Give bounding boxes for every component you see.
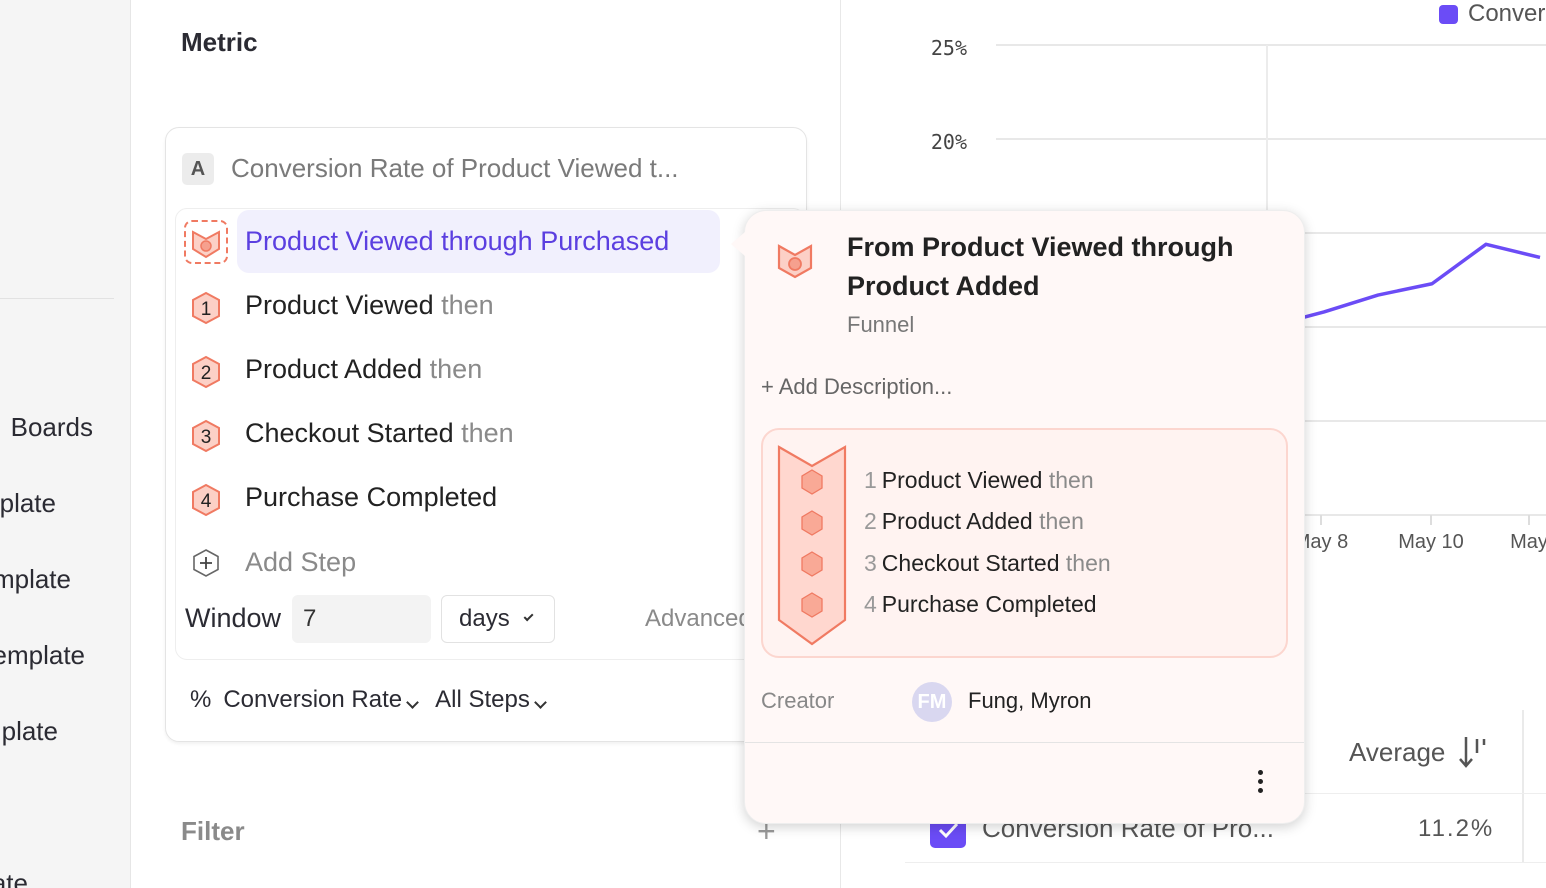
metric-name[interactable]: Conversion Rate of Product Viewed t...	[231, 153, 679, 183]
step-number-icon: 3	[190, 419, 222, 453]
funnel-icon	[184, 220, 228, 264]
step-number: 1	[864, 467, 877, 493]
step-number: 3	[864, 550, 877, 576]
step-suffix: then	[1048, 467, 1094, 493]
sidebar-item-template-1[interactable]: plate	[0, 488, 56, 518]
metric-section-title: Metric	[181, 27, 258, 57]
more-options-icon[interactable]	[1252, 770, 1268, 800]
legend-swatch	[1439, 4, 1458, 24]
legend-label: Conver	[1468, 0, 1546, 27]
step-number-icon: 4	[190, 483, 222, 517]
sort-descending-icon	[1459, 737, 1486, 768]
measure-row: % Conversion Rate All Steps	[190, 686, 551, 714]
step-suffix: then	[1065, 550, 1111, 576]
popover-steps-card	[761, 428, 1288, 658]
avatar: FM	[912, 682, 952, 722]
funnel-step[interactable]: Product Added then	[245, 354, 482, 385]
y-tick-label: 20%	[931, 130, 967, 154]
step-name: Purchase Completed	[245, 482, 498, 512]
popover-step: 4 Purchase Completed	[864, 591, 1097, 618]
window-unit-select[interactable]: days	[441, 595, 555, 643]
sidebar-item-template-3[interactable]: emplate	[0, 640, 85, 670]
funnel-steps-icon	[776, 444, 848, 653]
metric-letter-badge: A	[182, 153, 214, 185]
step-name: Checkout Started	[245, 418, 454, 448]
svg-text:3: 3	[201, 427, 212, 448]
funnel-step[interactable]: Checkout Started then	[245, 418, 514, 449]
popover-step: 3 Checkout Started then	[864, 550, 1111, 577]
funnel-step[interactable]: Product Viewed then	[245, 290, 494, 321]
percent-icon: %	[190, 686, 212, 713]
creator-label: Creator	[761, 688, 835, 713]
popover-arrow	[731, 232, 745, 256]
funnel-step[interactable]: Purchase Completed	[245, 482, 497, 513]
sidebar-item-boards[interactable]: Boards	[10, 412, 93, 442]
step-name: Product Added	[881, 508, 1033, 534]
selected-funnel-row[interactable]	[237, 210, 720, 273]
measure-select[interactable]: Conversion Rate	[223, 686, 423, 714]
sidebar-item-template-5[interactable]: ate	[0, 868, 28, 888]
filter-section-title: Filter	[181, 816, 245, 846]
check-icon	[938, 822, 959, 839]
step-name: Product Viewed	[881, 467, 1043, 493]
x-tick-label: May 10	[1398, 531, 1464, 553]
step-number-icon: 2	[190, 355, 222, 389]
popover-step: 2 Product Added then	[864, 508, 1084, 535]
selected-funnel-name[interactable]: Product Viewed through Purchased	[245, 226, 670, 256]
step-number: 2	[864, 508, 877, 534]
popover-type: Funnel	[847, 312, 915, 337]
sidebar: Boards plate mplate emplate plate ate	[0, 0, 131, 888]
svg-text:4: 4	[201, 491, 212, 512]
popover-divider	[745, 742, 1304, 743]
table-header-divider	[1300, 793, 1546, 794]
average-column-header[interactable]: Average	[1349, 735, 1487, 769]
window-input[interactable]	[292, 595, 431, 643]
step-name: Product Added	[245, 354, 423, 384]
x-tick-label: May	[1510, 531, 1546, 553]
steps-scope-select[interactable]: All Steps	[435, 686, 551, 714]
window-label: Window	[185, 603, 282, 633]
svg-text:2: 2	[201, 363, 212, 384]
chevron-down-icon	[523, 610, 534, 622]
add-step-button[interactable]: Add Step	[245, 547, 357, 577]
step-name: Product Viewed	[245, 290, 434, 320]
add-description-button[interactable]: + Add Description...	[761, 374, 953, 399]
chevron-down-icon	[533, 696, 547, 709]
step-suffix: then	[441, 290, 494, 320]
sidebar-item-template-4[interactable]: plate	[1, 716, 58, 746]
steps-scope-label: All Steps	[435, 686, 530, 713]
chart-legend[interactable]: Conver	[1439, 0, 1545, 28]
step-suffix: then	[461, 418, 514, 448]
step-name: Purchase Completed	[881, 591, 1097, 617]
step-number: 4	[864, 591, 877, 617]
window-unit-value: days	[459, 605, 510, 632]
funnel-icon	[776, 242, 814, 285]
add-step-icon[interactable]	[191, 548, 221, 578]
y-tick-label: 25%	[931, 36, 967, 60]
popover-step: 1 Product Viewed then	[864, 467, 1094, 494]
x-tick-label: May 8	[1294, 531, 1348, 553]
table-column-divider	[1522, 710, 1524, 862]
chevron-down-icon	[406, 696, 419, 709]
step-suffix: then	[429, 354, 483, 384]
table-row-divider	[905, 862, 1546, 863]
series-line	[1266, 242, 1541, 329]
table-row-average: 11.2%	[1418, 815, 1495, 842]
creator-name[interactable]: Fung, Myron	[968, 688, 1092, 713]
measure-label: Conversion Rate	[223, 686, 403, 713]
average-header-label: Average	[1349, 736, 1446, 767]
advanced-button[interactable]: Advanced	[645, 605, 745, 632]
sidebar-divider	[0, 298, 114, 299]
step-name: Checkout Started	[881, 550, 1060, 576]
popover-title: From Product Viewed through Product Adde…	[847, 232, 1234, 301]
sidebar-item-template-2[interactable]: mplate	[0, 564, 71, 594]
step-number-icon: 1	[190, 291, 222, 325]
svg-text:1: 1	[201, 299, 212, 320]
step-suffix: then	[1039, 508, 1084, 534]
